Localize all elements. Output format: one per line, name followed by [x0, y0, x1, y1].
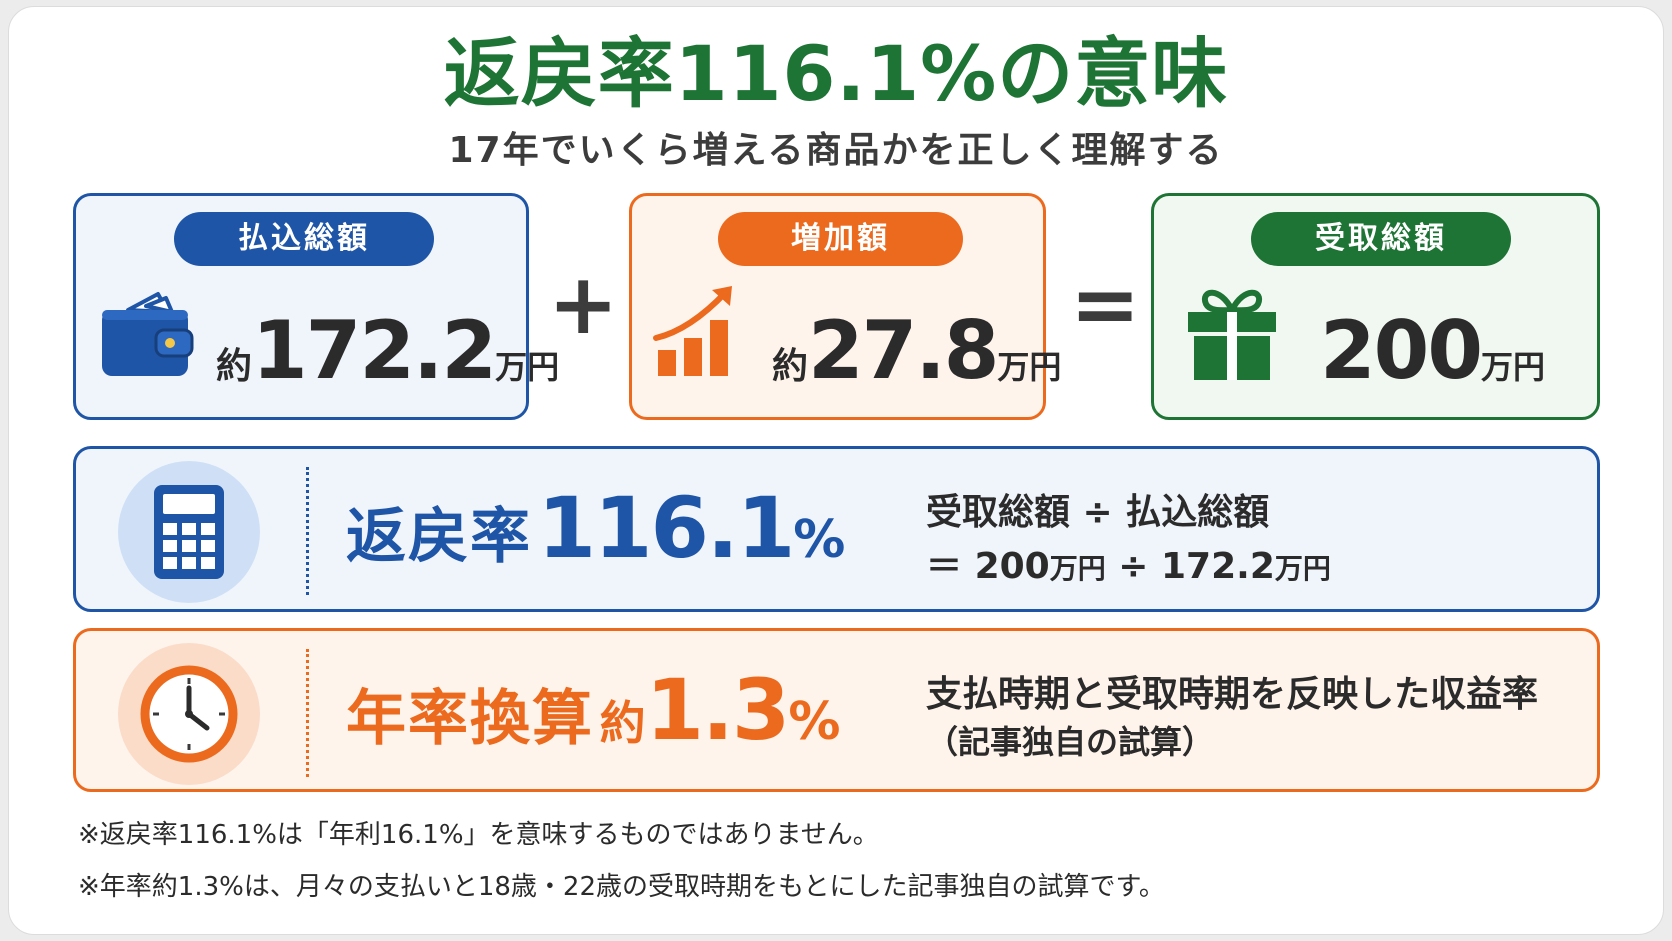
return-rate-formula-line1: 受取総額 ÷ 払込総額	[926, 492, 1270, 533]
return-rate-value: 116.1	[537, 479, 796, 577]
received-total-label: 受取総額	[1251, 212, 1511, 266]
annualized-rate-label: 年率換算	[346, 684, 594, 754]
return-rate-percent: %	[793, 510, 846, 570]
paid-total-prefix: 約	[216, 346, 253, 387]
formula-unit-1: 万円	[1049, 552, 1106, 585]
annualized-rate-prefix: 約	[599, 696, 646, 750]
formula-divide: ÷	[1118, 546, 1149, 587]
gain-prefix: 約	[772, 346, 809, 387]
calculator-icon-badge	[118, 461, 260, 603]
growth-chart-icon	[653, 286, 732, 376]
annualized-rate-desc-line1: 支払時期と受取時期を反映した収益率	[926, 674, 1539, 715]
footnote-2: ※年率約1.3%は、月々の支払いと18歳・22歳の受取時期をもとにした記事独自の…	[78, 872, 1165, 902]
annualized-rate-value: 1.3	[645, 661, 791, 759]
footnote-1: ※返戻率116.1%は「年利16.1%」を意味するものではありません。	[78, 820, 879, 850]
return-rate-panel: 返戻率 116.1% 受取総額 ÷ 払込総額 ＝ 200万円 ÷ 172.2万円	[73, 446, 1600, 612]
formula-received-value: 200	[974, 546, 1050, 587]
received-total-value: 200	[1320, 304, 1483, 397]
calculator-icon	[154, 485, 224, 579]
clock-icon-badge	[118, 643, 260, 785]
paid-total-label: 払込総額	[174, 212, 434, 266]
annualized-rate-percent: %	[788, 692, 841, 752]
formula-equals: ＝	[926, 546, 963, 587]
gain-unit: 万円	[997, 348, 1062, 386]
paid-total-value: 172.2	[252, 304, 497, 397]
return-rate-label: 返戻率	[346, 502, 532, 572]
divider	[306, 467, 309, 595]
formula-unit-2: 万円	[1274, 552, 1331, 585]
divider	[306, 649, 309, 777]
return-rate-headline: 返戻率 116.1%	[346, 479, 845, 577]
clock-icon	[140, 665, 238, 763]
received-total-card: 受取総額 200万円	[1151, 193, 1600, 420]
annualized-rate-panel: 年率換算 約1.3% 支払時期と受取時期を反映した収益率 （記事独自の試算）	[73, 628, 1600, 792]
wallet-icon	[102, 292, 194, 376]
paid-total-card: 払込総額 約172.2万円	[73, 193, 559, 420]
equals-operator: =	[1070, 255, 1141, 353]
annualized-rate-desc-line2: （記事独自の試算）	[926, 723, 1215, 761]
gain-card: 増加額 約27.8万円	[629, 193, 1061, 420]
page-title: 返戻率116.1%の意味	[443, 29, 1229, 118]
received-total-unit: 万円	[1481, 348, 1546, 386]
annualized-rate-headline: 年率換算 約1.3%	[346, 661, 841, 759]
received-total-amount: 200万円	[1320, 304, 1546, 397]
paid-total-unit: 万円	[495, 348, 560, 386]
formula-paid-value: 172.2	[1161, 546, 1275, 587]
return-rate-formula-line2: ＝ 200万円 ÷ 172.2万円	[926, 537, 1331, 589]
paid-total-amount: 約172.2万円	[216, 304, 560, 397]
plus-operator: +	[548, 255, 619, 353]
gain-label: 増加額	[718, 212, 963, 266]
page-subtitle: 17年でいくら増える商品かを正しく理解する	[448, 130, 1224, 171]
gift-icon	[1188, 289, 1276, 380]
gain-value: 27.8	[808, 304, 999, 397]
gain-amount: 約27.8万円	[772, 304, 1062, 397]
